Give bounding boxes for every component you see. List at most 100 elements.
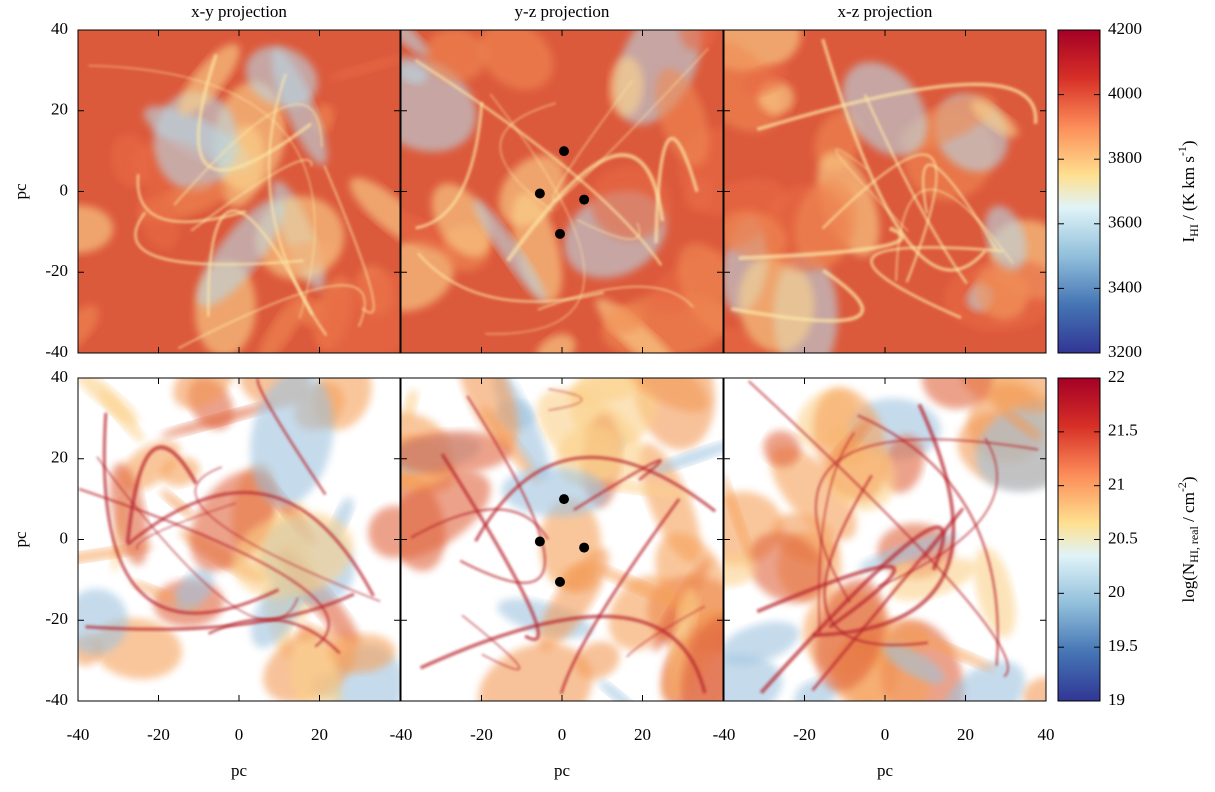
texture — [290, 637, 342, 701]
texture — [676, 588, 699, 640]
colorbar-label-part: log(N — [1179, 563, 1198, 603]
colorbar-tick-label: 4000 — [1108, 84, 1142, 103]
colorbar-tick-label: 3800 — [1108, 148, 1142, 167]
texture — [590, 166, 670, 240]
texture — [724, 210, 787, 260]
filament — [821, 38, 987, 272]
marker — [579, 194, 590, 205]
texture — [842, 61, 928, 157]
texture — [536, 334, 576, 353]
y-axis-label: pc — [11, 531, 30, 548]
filament — [835, 148, 909, 232]
texture — [401, 195, 466, 255]
filament — [440, 453, 541, 642]
texture — [741, 64, 788, 96]
x-tick-label: -40 — [390, 725, 413, 744]
texture — [724, 30, 801, 71]
colorbar-tick-label: 22 — [1108, 367, 1125, 386]
filament — [88, 65, 316, 319]
filament — [136, 502, 237, 550]
texture — [138, 189, 179, 250]
filament — [756, 82, 1038, 132]
heatmap-image — [78, 378, 400, 701]
filament — [922, 163, 998, 251]
colorbar-tick-label: 20 — [1108, 582, 1125, 601]
filament — [474, 455, 717, 542]
texture — [109, 462, 149, 566]
texture — [537, 548, 610, 651]
colorbar-tick-label: 20.5 — [1108, 528, 1138, 547]
heatmap-layer — [401, 378, 723, 701]
filament — [459, 395, 547, 584]
heatmap-image — [724, 30, 1046, 353]
texture — [738, 253, 815, 353]
filament — [814, 438, 1039, 603]
colorbar-tick-label: 3200 — [1108, 342, 1142, 361]
filament — [417, 252, 604, 303]
texture — [655, 532, 723, 630]
x-tick-label: -20 — [470, 725, 493, 744]
texture — [680, 615, 723, 701]
texture — [984, 205, 1027, 271]
texture — [677, 242, 723, 335]
texture — [609, 56, 644, 117]
x-tick-label: 0 — [881, 725, 890, 744]
filament — [818, 432, 855, 635]
texture — [747, 532, 826, 603]
texture — [858, 532, 958, 572]
marker — [554, 576, 565, 587]
y-tick-label: 0 — [60, 180, 69, 199]
marker — [559, 146, 570, 157]
x-tick-label: 40 — [1038, 725, 1055, 744]
filament — [559, 498, 681, 695]
colorbar-label-part: HI — [1187, 224, 1201, 237]
x-tick-label: -40 — [713, 725, 736, 744]
texture — [536, 388, 646, 483]
colorbar-tick-label: 3400 — [1108, 277, 1142, 296]
colorbar-label-part: -2 — [1175, 482, 1189, 492]
filament — [626, 605, 705, 658]
filament — [178, 284, 366, 350]
filament — [419, 614, 707, 694]
texture — [175, 568, 214, 611]
filament — [747, 380, 1009, 678]
texture — [724, 474, 753, 561]
y-tick-label: -40 — [45, 690, 68, 709]
colorbar-label-part: / (K km s — [1179, 156, 1198, 224]
filament — [577, 219, 641, 240]
heatmap-layer — [78, 378, 400, 701]
colorbar-label: IHI / (K km s-1) — [1175, 140, 1201, 242]
filament — [256, 378, 327, 496]
texture — [724, 39, 782, 133]
colorbar-tick-label: 21.5 — [1108, 421, 1138, 440]
heatmap-layer — [78, 30, 400, 353]
texture — [232, 511, 354, 599]
x-tick-label: -40 — [67, 725, 90, 744]
texture — [250, 378, 334, 506]
x-axis-label: pc — [231, 761, 248, 780]
texture — [457, 378, 519, 447]
x-tick-label: 20 — [957, 725, 974, 744]
texture — [598, 680, 634, 701]
colorbar — [1057, 29, 1101, 354]
colorbar-tick-label: 19.5 — [1108, 636, 1138, 655]
filament — [756, 564, 897, 629]
texture — [312, 272, 400, 353]
texture — [425, 30, 487, 82]
filament — [461, 614, 521, 671]
texture — [814, 578, 885, 692]
texture — [960, 378, 1046, 413]
x-tick-label: 0 — [235, 725, 244, 744]
texture — [98, 389, 145, 443]
texture — [401, 431, 513, 475]
colorbar-label-part: / cm — [1179, 492, 1198, 526]
filament — [548, 388, 583, 411]
texture — [975, 399, 1046, 492]
texture — [153, 91, 238, 192]
marker — [534, 536, 545, 547]
marker — [559, 494, 570, 505]
texture — [994, 402, 1042, 440]
texture — [763, 430, 801, 467]
filament — [136, 174, 247, 224]
heatmap-image — [401, 378, 723, 701]
